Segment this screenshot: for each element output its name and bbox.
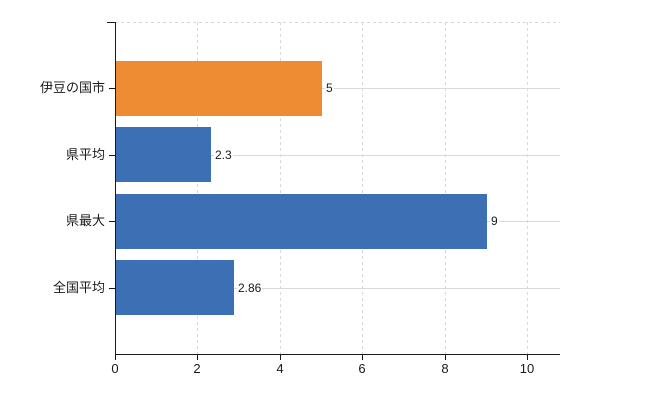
- category-label: 全国平均: [52, 280, 105, 295]
- x-gridline: [444, 22, 446, 354]
- x-tick: [115, 355, 116, 360]
- category-label: 伊豆の国市: [39, 80, 105, 95]
- y-tick: [109, 88, 115, 89]
- x-tick: [280, 355, 281, 360]
- x-gridline: [527, 22, 529, 354]
- bar: [116, 61, 322, 116]
- x-tick-label: 2: [193, 361, 201, 376]
- plot-top-border: [115, 22, 560, 23]
- x-tick-label: 0: [111, 361, 119, 376]
- x-tick: [197, 355, 198, 360]
- y-tick: [109, 221, 115, 222]
- category-label: 県平均: [65, 147, 105, 162]
- x-tick: [527, 355, 528, 360]
- y-axis: [115, 22, 116, 355]
- y-gridline: [115, 88, 560, 89]
- x-gridline: [197, 22, 199, 354]
- bar-value-label: 2.3: [214, 147, 233, 163]
- bar-value-label: 2.86: [237, 280, 263, 296]
- x-tick: [445, 355, 446, 360]
- bar: [116, 194, 487, 249]
- x-tick-label: 10: [519, 361, 535, 376]
- category-label: 県最大: [65, 213, 105, 228]
- x-gridline: [362, 22, 364, 354]
- y-gridline: [115, 155, 560, 156]
- x-tick-label: 6: [358, 361, 366, 376]
- bar: [116, 127, 211, 182]
- y-tick: [109, 155, 115, 156]
- y-axis-top-tick: [107, 22, 115, 23]
- x-gridline: [279, 22, 281, 354]
- y-tick: [109, 288, 115, 289]
- x-tick-label: 4: [276, 361, 284, 376]
- x-axis: [115, 354, 560, 355]
- bar: [116, 260, 234, 315]
- y-gridline: [115, 288, 560, 289]
- x-tick: [362, 355, 363, 360]
- bar-value-label: 5: [325, 80, 334, 96]
- x-tick-label: 8: [441, 361, 449, 376]
- bar-value-label: 9: [490, 213, 499, 229]
